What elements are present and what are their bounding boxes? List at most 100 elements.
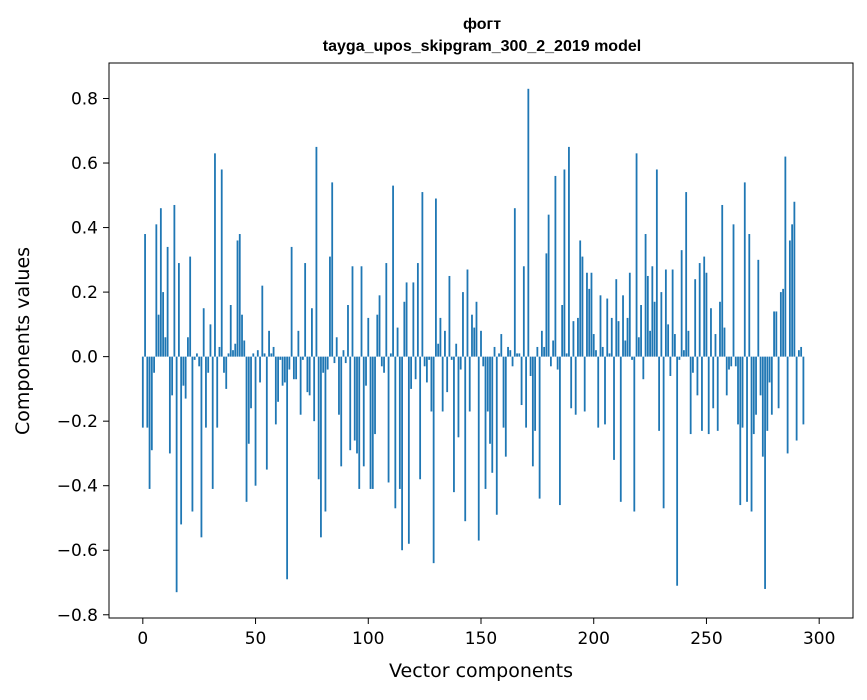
bar: [489, 356, 491, 444]
bar: [340, 356, 343, 467]
bar: [401, 356, 403, 551]
bar: [389, 353, 392, 357]
chart-title-line2: tayga_upos_skipgram_300_2_2019 model: [323, 38, 641, 55]
bar: [667, 324, 670, 357]
bar: [586, 272, 588, 357]
bar: [270, 353, 273, 357]
bar: [459, 356, 462, 370]
bar: [462, 292, 464, 357]
bar: [277, 356, 279, 402]
bar: [728, 356, 730, 370]
bar: [671, 269, 674, 357]
bar: [613, 356, 615, 460]
bar: [162, 292, 165, 357]
bar: [525, 356, 527, 428]
bar: [444, 330, 446, 357]
bar: [590, 272, 593, 357]
bar: [563, 169, 566, 357]
bar: [435, 198, 437, 357]
bar: [795, 356, 798, 441]
bar: [685, 192, 688, 357]
bar: [227, 353, 230, 357]
bar: [263, 353, 266, 357]
bar: [432, 356, 435, 564]
bar: [549, 356, 552, 367]
y-tick-label: 0.6: [71, 154, 98, 174]
bar: [268, 330, 270, 357]
bar: [680, 250, 683, 357]
bar: [306, 356, 309, 393]
bar: [347, 305, 349, 357]
bar: [507, 346, 509, 357]
bar: [380, 356, 383, 367]
bar: [653, 301, 656, 357]
bar: [707, 356, 710, 435]
bar: [398, 356, 401, 489]
bar: [175, 356, 178, 593]
bar: [245, 356, 248, 502]
bar: [254, 356, 257, 486]
bar: [232, 350, 234, 357]
bar: [658, 356, 661, 431]
bar: [247, 356, 250, 444]
bar: [189, 256, 192, 357]
bar: [502, 356, 505, 428]
bar: [516, 353, 518, 357]
bar: [250, 356, 252, 409]
bar: [428, 356, 431, 360]
bar: [633, 356, 636, 512]
bar: [498, 353, 500, 357]
bar: [295, 356, 298, 380]
bar: [234, 343, 237, 357]
bar: [218, 346, 221, 357]
bar: [565, 353, 568, 357]
bar: [518, 353, 521, 357]
bar: [383, 356, 385, 373]
bar: [543, 346, 546, 357]
bar: [689, 356, 692, 435]
bar: [371, 356, 374, 489]
bar: [414, 356, 417, 380]
bar: [342, 350, 345, 357]
bar: [207, 356, 210, 373]
bar: [173, 204, 176, 357]
x-tick-label: 250: [690, 629, 722, 649]
bar: [703, 256, 706, 357]
bar: [394, 356, 397, 509]
bar: [157, 314, 160, 357]
bar: [608, 353, 611, 357]
bar: [644, 234, 647, 357]
bar: [171, 356, 174, 396]
bar: [545, 253, 548, 357]
bar: [182, 356, 185, 386]
bar: [326, 356, 329, 370]
bar: [669, 356, 672, 376]
bar: [534, 356, 537, 431]
bar: [752, 356, 755, 435]
bar: [732, 224, 735, 357]
bar: [196, 353, 198, 357]
bar: [146, 356, 149, 428]
bar: [405, 282, 408, 357]
y-tick-label: −0.8: [57, 606, 98, 626]
bar: [610, 317, 613, 357]
bar: [272, 346, 275, 357]
bar: [741, 356, 744, 428]
bar: [236, 240, 239, 357]
bar: [570, 356, 573, 409]
bar: [800, 346, 803, 357]
bar: [220, 169, 223, 357]
bar: [439, 317, 442, 357]
bar: [344, 356, 347, 364]
bar: [274, 356, 277, 425]
bar: [430, 356, 433, 412]
bar: [599, 295, 602, 357]
bar: [313, 356, 316, 422]
bar: [484, 356, 487, 489]
bar: [615, 279, 618, 357]
bar: [360, 266, 363, 357]
bar: [159, 208, 162, 357]
bar: [205, 356, 207, 428]
bar: [574, 356, 577, 415]
